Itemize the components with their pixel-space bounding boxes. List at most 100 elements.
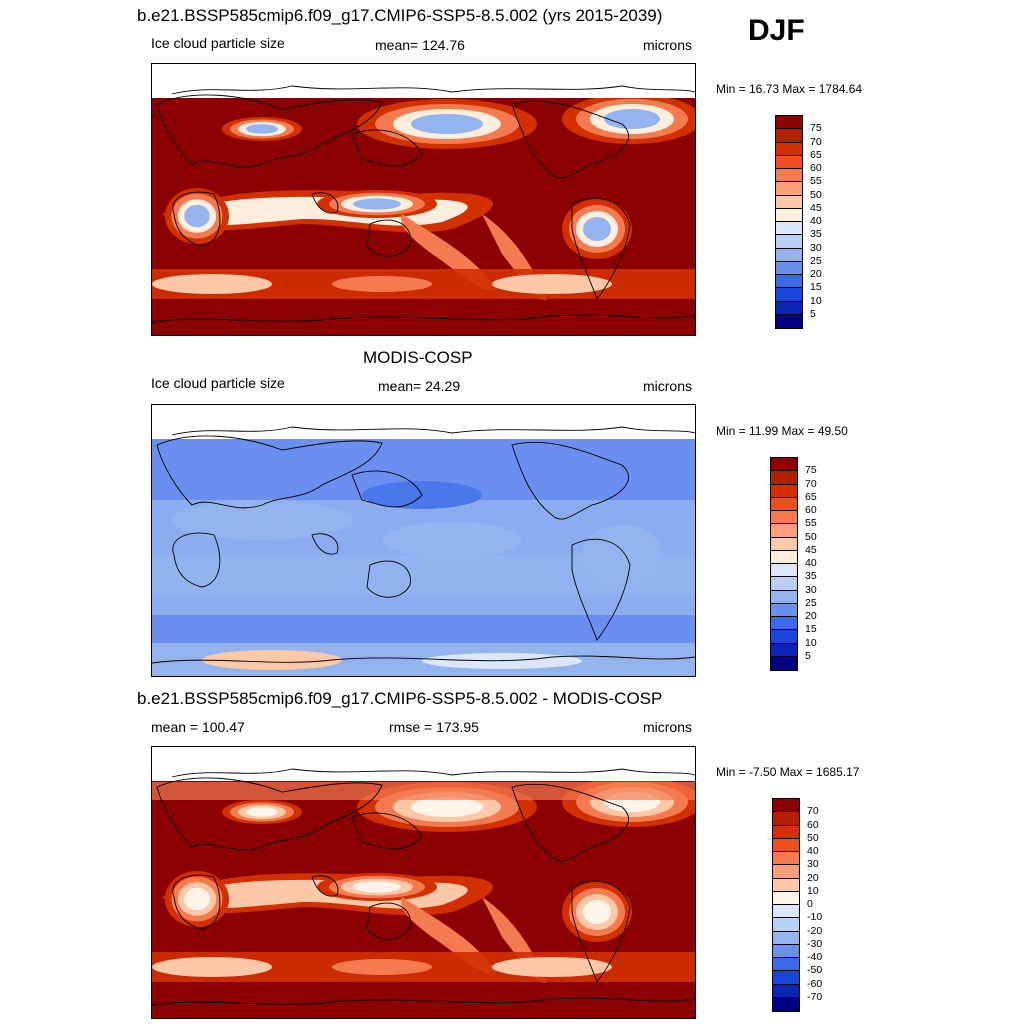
- panel-3-map: [151, 746, 696, 1019]
- colorbar-swatch: [776, 182, 802, 196]
- colorbar-tick-label: 60: [807, 818, 819, 831]
- colorbar-tick-label: 5: [810, 307, 816, 320]
- panel-2-units-label: microns: [643, 378, 693, 394]
- colorbar-swatch: [773, 984, 799, 998]
- colorbar-swatch: [771, 643, 797, 657]
- colorbar-swatch: [773, 891, 799, 905]
- colorbar-tick-label: 65: [810, 148, 822, 161]
- colorbar-swatch: [771, 524, 797, 538]
- colorbar-tick-label: 75: [810, 122, 822, 135]
- panel-1-colorbar: [775, 115, 803, 329]
- colorbar-tick-label: 50: [807, 831, 819, 844]
- colorbar-tick-label: 20: [810, 268, 822, 280]
- colorbar-tick-label: 70: [807, 805, 819, 818]
- colorbar-swatch: [773, 971, 799, 985]
- colorbar-tick-label: 45: [810, 201, 822, 214]
- colorbar-swatch: [776, 208, 802, 222]
- panel-1-units-label: microns: [643, 37, 693, 53]
- colorbar-tick-label: -20: [807, 924, 823, 937]
- colorbar-tick-label: 25: [810, 254, 822, 267]
- panel-1-minmax: Min = 16.73 Max = 1784.64: [716, 82, 863, 96]
- panel-3-minmax: Min = -7.50 Max = 1685.17: [716, 765, 860, 779]
- colorbar-swatch: [773, 905, 799, 919]
- colorbar-tick-label: 15: [805, 623, 817, 636]
- colorbar-tick-label: 40: [805, 557, 817, 569]
- colorbar-tick-label: 0: [807, 898, 813, 910]
- panel-2-left-label: Ice cloud particle size: [151, 375, 285, 391]
- colorbar-tick-label: -30: [807, 937, 823, 950]
- colorbar-swatch: [771, 564, 797, 578]
- panel-1-title: b.e21.BSSP585cmip6.f09_g17.CMIP6-SSP5-8.…: [137, 6, 663, 25]
- colorbar-swatch: [776, 248, 802, 262]
- colorbar-tick-label: 20: [805, 610, 817, 622]
- colorbar-swatch: [776, 222, 802, 236]
- panel-3-rmse-label: rmse = 173.95: [389, 719, 479, 735]
- colorbar-swatch: [771, 471, 797, 485]
- colorbar-tick-label: 25: [805, 596, 817, 609]
- colorbar-tick-label: 40: [807, 845, 819, 857]
- colorbar-swatch: [773, 918, 799, 932]
- colorbar-swatch: [773, 997, 799, 1011]
- panel-1-left-label: Ice cloud particle size: [151, 35, 285, 51]
- colorbar-tick-label: -60: [807, 977, 823, 990]
- colorbar-tick-label: 30: [810, 241, 822, 254]
- colorbar-tick-label: 10: [810, 294, 822, 307]
- colorbar-tick-label: -40: [807, 951, 823, 963]
- colorbar-swatch: [776, 275, 802, 289]
- colorbar-tick-label: 30: [805, 583, 817, 596]
- colorbar-swatch: [776, 129, 802, 143]
- colorbar-swatch: [776, 142, 802, 156]
- panel-3-colorbar: [772, 798, 800, 1012]
- colorbar-swatch: [771, 617, 797, 631]
- colorbar-tick-label: -10: [807, 911, 823, 924]
- colorbar-tick-label: 55: [810, 175, 822, 188]
- colorbar-tick-label: 20: [807, 871, 819, 884]
- colorbar-tick-label: 5: [805, 649, 811, 662]
- panel-2-title: MODIS-COSP: [363, 348, 473, 367]
- colorbar-swatch: [776, 195, 802, 209]
- colorbar-tick-label: 45: [805, 543, 817, 556]
- colorbar-swatch: [771, 511, 797, 525]
- map-field: [152, 405, 695, 676]
- panel-2-mean-label: mean= 24.29: [378, 378, 461, 394]
- colorbar-swatch: [771, 484, 797, 498]
- map-field: [152, 747, 695, 1018]
- colorbar-tick-label: 65: [805, 490, 817, 503]
- panel-2-map: [151, 404, 696, 677]
- colorbar-tick-label: 70: [805, 477, 817, 490]
- colorbar-tick-label: 30: [807, 858, 819, 871]
- colorbar-swatch: [776, 301, 802, 315]
- colorbar-swatch: [776, 116, 802, 130]
- map-field: [152, 64, 695, 335]
- colorbar-tick-label: 35: [805, 570, 817, 583]
- colorbar-tick-label: 10: [805, 636, 817, 649]
- colorbar-tick-label: 35: [810, 228, 822, 241]
- panel-2-minmax: Min = 11.99 Max = 49.50: [716, 424, 848, 438]
- season-label: DJF: [748, 14, 805, 47]
- colorbar-tick-label: 15: [810, 281, 822, 294]
- colorbar-swatch: [776, 314, 802, 328]
- colorbar-tick-label: 40: [810, 215, 822, 227]
- colorbar-swatch: [771, 537, 797, 551]
- colorbar-tick-label: 10: [807, 884, 819, 897]
- colorbar-swatch: [771, 550, 797, 564]
- colorbar-swatch: [776, 169, 802, 183]
- colorbar-swatch: [773, 852, 799, 866]
- panel-3-mean-label: mean = 100.47: [151, 719, 245, 735]
- colorbar-tick-label: -50: [807, 964, 823, 977]
- colorbar-swatch: [773, 878, 799, 892]
- panel-3-units-label: microns: [643, 719, 693, 735]
- colorbar-swatch: [776, 261, 802, 275]
- colorbar-swatch: [776, 155, 802, 169]
- colorbar-swatch: [773, 931, 799, 945]
- colorbar-tick-label: 70: [810, 135, 822, 148]
- colorbar-tick-label: 50: [805, 530, 817, 543]
- panel-1-mean-label: mean= 124.76: [375, 37, 465, 53]
- colorbar-swatch: [771, 656, 797, 670]
- panel-3-title: b.e21.BSSP585cmip6.f09_g17.CMIP6-SSP5-8.…: [137, 689, 663, 708]
- panel-1-map: [151, 63, 696, 336]
- colorbar-swatch: [773, 958, 799, 972]
- colorbar-swatch: [776, 235, 802, 249]
- colorbar-swatch: [773, 812, 799, 826]
- colorbar-tick-label: 55: [805, 517, 817, 530]
